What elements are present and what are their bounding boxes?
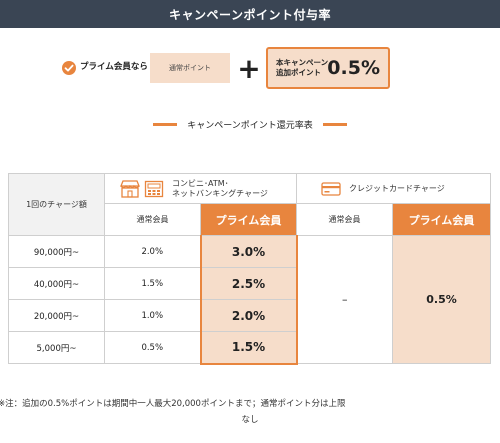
subtitle-text: キャンペーンポイント還元率表 — [187, 120, 313, 131]
store-icon — [120, 179, 140, 198]
campaign-label-line2: 追加ポイント — [276, 68, 321, 77]
subtitle-line-left — [153, 122, 178, 126]
table-row: 90,000円~ 2.0% 3.0% – 0.5% — [8, 235, 492, 364]
table-row: 5,000円~ 0.5% 1.5% — [8, 331, 491, 365]
prime-rate-cell: 2.0% — [199, 299, 298, 332]
credit-card-icon — [321, 181, 341, 196]
prime-rate-cell: 2.5% — [199, 267, 298, 300]
member-condition: プライム会員なら — [80, 62, 148, 72]
normal-rate-cell: 1.0% — [104, 299, 201, 332]
point-formula: プライム会員なら 通常ポイント + 本キャンペーン 追加ポイント 0.5% — [0, 44, 500, 92]
atm-icon — [144, 180, 164, 197]
table-subtitle: キャンペーンポイント還元率表 — [0, 116, 500, 132]
credit-prime-cell: 0.5% — [392, 235, 492, 364]
sub-header-prime-convenience: プライム会員 — [199, 203, 298, 236]
page-title: キャンペーンポイント付与率 — [169, 7, 331, 22]
sub-header-normal-convenience: 通常会員 — [104, 203, 201, 236]
footnote-line2: なし — [241, 415, 259, 425]
subtitle-line-right — [322, 122, 347, 126]
campaign-label: 本キャンペーン 追加ポイント — [276, 58, 328, 78]
campaign-rate: 0.5% — [327, 57, 380, 79]
group-convenience-label: コンビニ･ATM･ ネットバンキングチャージ — [172, 179, 268, 199]
sub-header-prime-credit: プライム会員 — [392, 203, 492, 236]
amount-cell: 90,000円~ — [8, 235, 105, 268]
group-header-credit: クレジットカードチャージ — [296, 173, 492, 204]
campaign-points-box: 本キャンペーン 追加ポイント 0.5% — [266, 47, 390, 89]
amount-cell: 5,000円~ — [8, 331, 105, 364]
group-convenience-line1: コンビニ･ATM･ — [172, 178, 229, 188]
amount-header: 1回のチャージ額 — [8, 173, 105, 236]
footnote-line1: ※注：追加の0.5%ポイントは期間中一人最大20,000ポイントまで；通常ポイン… — [0, 399, 346, 409]
campaign-label-line1: 本キャンペーン — [276, 58, 329, 67]
group-convenience-line2: ネットバンキングチャージ — [172, 188, 268, 198]
credit-normal-cell: – — [296, 235, 394, 364]
rates-table: 1回のチャージ額 — [8, 173, 492, 365]
normal-points-label: 通常ポイント — [169, 64, 211, 72]
normal-rate-cell: 0.5% — [104, 331, 201, 364]
check-circle-icon — [62, 61, 76, 75]
prime-rate-cell: 1.5% — [199, 331, 298, 365]
group-credit-label: クレジットカードチャージ — [349, 183, 445, 193]
amount-cell: 20,000円~ — [8, 299, 105, 332]
amount-cell: 40,000円~ — [8, 267, 105, 300]
prime-rate-cell: 3.0% — [199, 235, 298, 268]
page-header: キャンペーンポイント付与率 — [0, 0, 500, 28]
normal-rate-cell: 1.5% — [104, 267, 201, 300]
sub-header-normal-credit: 通常会員 — [296, 203, 394, 236]
plus-sign: + — [237, 51, 261, 85]
normal-points-box: 通常ポイント — [150, 53, 230, 83]
group-header-convenience: コンビニ･ATM･ ネットバンキングチャージ — [103, 173, 298, 204]
normal-rate-cell: 2.0% — [104, 235, 201, 268]
